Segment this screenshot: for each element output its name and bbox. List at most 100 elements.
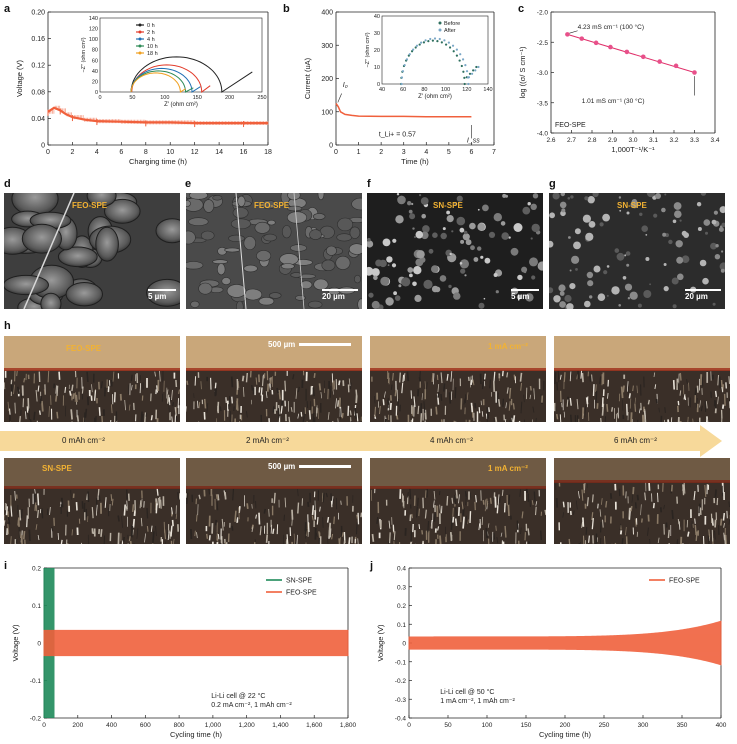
optical-streak <box>214 519 218 526</box>
optical-streak <box>683 482 686 494</box>
x-tick-label: 0 <box>334 149 338 156</box>
optical-streak <box>330 500 333 508</box>
optical-streak <box>592 384 595 397</box>
optical-streak <box>306 421 308 422</box>
sem-particle <box>382 238 391 247</box>
sem-grain <box>230 218 251 230</box>
sem-particle <box>559 291 565 296</box>
optical-streak <box>322 492 325 503</box>
x-tick-label: 2.8 <box>587 137 596 144</box>
optical-streak <box>573 510 575 515</box>
optical-streak <box>716 497 719 506</box>
sem-g-label: SN-SPE <box>617 201 647 210</box>
optical-texture <box>186 336 362 422</box>
optical-streak <box>625 526 627 536</box>
optical-streak <box>327 412 330 420</box>
optical-streak <box>278 390 281 400</box>
sem-particle <box>584 196 589 201</box>
optical-streak <box>388 520 391 529</box>
y-tick-label: -2.0 <box>537 10 549 17</box>
inset-b-point <box>420 41 423 44</box>
optical-streak <box>230 376 234 388</box>
sem-image-d-texture <box>4 193 180 309</box>
optical-streak <box>146 507 149 519</box>
optical-streak <box>307 521 310 532</box>
optical-streak <box>100 529 103 537</box>
inset-b-point <box>433 37 437 40</box>
sem-particle <box>715 244 719 248</box>
inset-a-x-tick-label: 150 <box>193 95 202 101</box>
optical-streak <box>591 518 594 530</box>
sem-particle <box>643 290 652 298</box>
optical-streak <box>47 370 50 383</box>
optical-streak <box>520 527 522 535</box>
optical-streak <box>587 396 589 408</box>
inset-b-point <box>465 70 469 73</box>
sem-particle <box>419 194 422 197</box>
chart-i-li-li-cycling-22c: 0 200 400 600 800 1,000 1,200 1,400 1,600 1,800 -0… <box>11 566 357 740</box>
optical-streak <box>246 503 249 509</box>
inset-a-x-tick-label: 200 <box>225 95 234 101</box>
cycling-annotation: Li-Li cell @ 22 °C <box>211 692 265 700</box>
optical-image-top-1: 500 µm <box>186 336 362 422</box>
x-tick-label: 3.4 <box>710 137 719 144</box>
optical-streak <box>636 385 638 394</box>
optical-streak <box>175 514 177 519</box>
optical-streak <box>314 500 316 511</box>
optical-streak <box>336 400 340 407</box>
optical-streak <box>60 497 64 508</box>
optical-streak <box>97 488 100 500</box>
optical-streak <box>544 509 546 516</box>
inset-a-series-4 <box>130 72 186 93</box>
optical-streak <box>619 523 622 531</box>
optical-streak <box>325 492 328 498</box>
optical-streak <box>200 381 202 390</box>
optical-streak <box>297 413 300 419</box>
sem-particle <box>663 263 667 266</box>
chart-j-li-li-cycling-50c: 0 50 100 150 200 250 300 350 400 -0.4 -0.3 -0.2 -0.1… <box>376 566 727 740</box>
optical-streak <box>307 501 310 508</box>
optical-streak <box>704 484 707 497</box>
optical-streak <box>722 513 726 521</box>
optical-streak <box>462 516 465 529</box>
optical-streak <box>506 387 509 394</box>
optical-streak <box>433 500 435 508</box>
sem-particle <box>618 196 622 199</box>
sem-particle <box>477 246 482 251</box>
optical-top-label: FEO-SPE <box>66 344 102 353</box>
optical-streak <box>521 511 524 519</box>
optical-streak <box>533 388 535 400</box>
sem-particle <box>495 290 499 294</box>
interface-line <box>370 486 546 489</box>
optical-streak <box>238 507 240 520</box>
sem-particle <box>470 245 475 251</box>
sem-particle <box>537 261 543 271</box>
sem-particle <box>614 248 620 253</box>
panel-letter-b: b <box>283 3 290 15</box>
optical-streak <box>677 518 680 525</box>
sem-image-f: SN-SPE 5 µm <box>367 193 543 309</box>
optical-streak <box>326 516 330 523</box>
optical-streak <box>284 497 287 508</box>
sem-grain <box>21 223 63 254</box>
optical-streak <box>76 415 80 422</box>
x-tick-label: 200 <box>560 722 571 729</box>
x-tick-label: 12 <box>191 149 199 156</box>
sem-particle <box>391 263 397 268</box>
optical-streak <box>195 532 198 539</box>
optical-streak <box>382 399 385 406</box>
y-tick-label: 0.2 <box>32 566 41 573</box>
optical-streak <box>466 392 469 401</box>
sem-image-f-texture <box>367 193 543 309</box>
sem-particle <box>586 271 594 279</box>
optical-streak <box>255 377 258 385</box>
optical-streak <box>255 514 257 519</box>
sem-grain <box>267 219 276 226</box>
optical-streak <box>534 506 537 516</box>
sem-particle <box>559 201 567 209</box>
optical-streak <box>411 406 414 416</box>
optical-streak <box>4 382 6 390</box>
optical-streak <box>569 371 572 382</box>
x-tick-label: 3.0 <box>628 137 637 144</box>
x-tick-label: 8 <box>144 149 148 156</box>
